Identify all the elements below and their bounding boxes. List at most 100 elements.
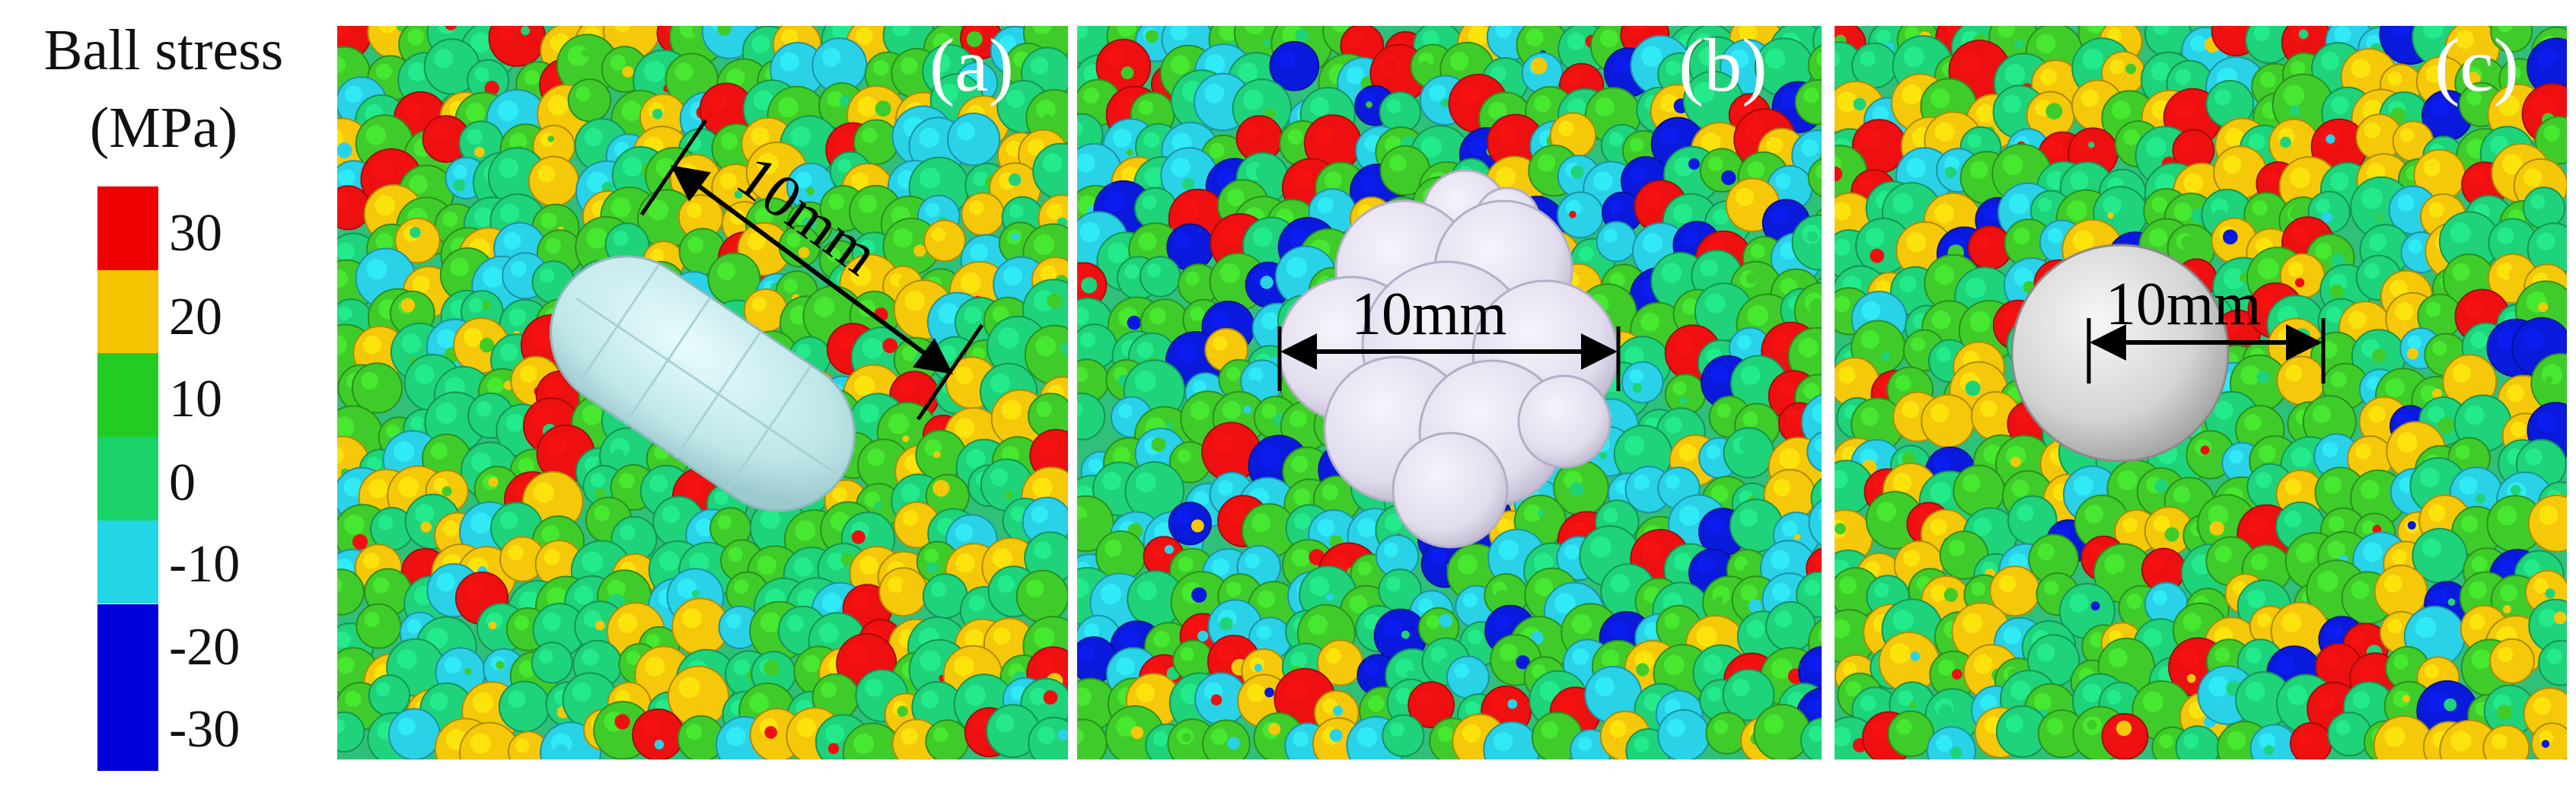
stress-ball-highlight xyxy=(717,262,736,281)
stress-ball-highlight xyxy=(1739,508,1758,527)
stress-ball-highlight xyxy=(851,593,869,610)
stress-ball-highlight xyxy=(1608,621,1628,640)
stress-ball-highlight xyxy=(1860,695,1876,712)
stress-ball-highlight xyxy=(614,26,633,33)
stress-ball-highlight xyxy=(996,714,1015,733)
stress-ball-highlight xyxy=(1775,174,1791,189)
stress-ball-highlight xyxy=(2351,631,2367,648)
contact-spot xyxy=(2541,740,2550,748)
stress-ball-highlight xyxy=(1357,517,1377,538)
stress-ball-highlight xyxy=(1590,537,1612,558)
contact-spot xyxy=(496,661,505,670)
stress-ball-highlight xyxy=(2471,556,2488,573)
colorbar-tick-label: 20 xyxy=(169,288,222,346)
stress-ball-highlight xyxy=(2112,100,2131,119)
stress-ball-highlight xyxy=(1395,687,1413,705)
stress-ball-highlight xyxy=(796,718,817,737)
stress-ball-highlight xyxy=(1745,119,1767,142)
stress-ball-highlight xyxy=(547,435,568,456)
stress-ball-highlight xyxy=(378,514,394,530)
stress-ball-highlight xyxy=(546,587,568,609)
stress-ball-highlight xyxy=(434,49,454,68)
stress-ball-highlight xyxy=(2396,431,2418,453)
stress-ball-highlight xyxy=(2408,239,2423,254)
stress-ball-highlight xyxy=(1571,648,1589,665)
contact-spot xyxy=(1870,248,1885,263)
stress-ball-highlight xyxy=(2146,136,2166,158)
contact-spot xyxy=(1264,687,1274,698)
stress-ball-highlight xyxy=(1930,584,1947,602)
stress-ball-highlight xyxy=(509,308,527,326)
stress-ball-highlight xyxy=(366,457,381,472)
stress-ball-highlight xyxy=(1426,615,1440,629)
stress-ball-highlight xyxy=(2013,228,2030,245)
stress-ball-highlight xyxy=(1462,593,1478,608)
contact-spot xyxy=(630,26,642,35)
stress-ball-highlight xyxy=(1666,60,1681,76)
stress-ball xyxy=(2276,355,2326,406)
stress-ball-highlight xyxy=(2151,196,2168,213)
stress-ball-highlight xyxy=(1422,30,1439,48)
stress-ball-highlight xyxy=(1747,304,1769,326)
stress-ball-highlight xyxy=(821,47,841,67)
contact-spot xyxy=(1121,66,1134,80)
stress-ball-highlight xyxy=(1153,631,1170,648)
stress-ball-highlight xyxy=(1571,613,1592,635)
stress-ball-highlight xyxy=(939,83,958,102)
stress-ball-highlight xyxy=(1291,455,1309,473)
stress-ball-highlight xyxy=(2122,517,2138,533)
stress-ball-highlight xyxy=(1495,167,1516,187)
stress-ball-highlight xyxy=(1938,659,1955,677)
stress-ball-highlight xyxy=(2506,384,2524,403)
stress-ball-highlight xyxy=(1193,491,1209,507)
stress-ball-highlight xyxy=(1634,737,1650,753)
stress-ball-highlight xyxy=(641,718,660,737)
stress-ball-highlight xyxy=(1309,576,1330,597)
stress-ball-highlight xyxy=(617,613,638,633)
stress-ball-highlight xyxy=(1346,66,1365,84)
stress-ball-highlight xyxy=(2383,575,2402,594)
stress-ball-highlight xyxy=(1897,689,1914,706)
stress-ball-highlight xyxy=(2432,589,2448,605)
stress-ball xyxy=(531,642,573,684)
stress-ball-highlight xyxy=(1814,438,1822,453)
contact-spot xyxy=(933,451,941,458)
contact-spot xyxy=(1679,396,1688,405)
stress-ball-highlight xyxy=(1959,51,1981,73)
stress-ball-highlight xyxy=(1047,203,1063,220)
stress-ball-highlight xyxy=(2214,400,2233,420)
stress-ball-highlight xyxy=(410,416,425,431)
contact-spot xyxy=(1165,422,1173,429)
stress-ball-highlight xyxy=(1116,657,1135,676)
stress-ball-highlight xyxy=(1835,202,1851,221)
stress-ball-highlight xyxy=(2331,96,2349,115)
stress-ball-highlight xyxy=(1153,731,1168,747)
stress-ball-highlight xyxy=(686,724,703,740)
stress-ball-highlight xyxy=(406,619,422,634)
stress-ball-highlight xyxy=(1541,721,1559,739)
contact-spot xyxy=(1909,701,1916,708)
contact-spot xyxy=(582,49,590,57)
contact-spot xyxy=(1401,630,1410,639)
stress-ball-highlight xyxy=(1488,101,1507,120)
contact-spot xyxy=(2402,695,2410,702)
contact-spot xyxy=(482,301,491,310)
stress-ball-highlight xyxy=(1934,203,1955,224)
contact-spot xyxy=(2186,673,2196,683)
stress-ball-highlight xyxy=(1640,312,1660,332)
stress-ball-highlight xyxy=(1226,581,1242,597)
contact-spot xyxy=(1260,275,1274,289)
stress-ball-highlight xyxy=(1137,581,1157,600)
stress-ball-highlight xyxy=(757,556,776,575)
contact-spot xyxy=(521,26,530,36)
stress-ball-highlight xyxy=(1613,56,1631,74)
contact-spot xyxy=(2502,605,2511,613)
stress-ball-highlight xyxy=(2533,697,2552,715)
stress-ball-highlight xyxy=(2358,661,2377,680)
stress-ball-highlight xyxy=(1630,138,1644,152)
contact-spot xyxy=(2228,556,2240,568)
stress-ball-highlight xyxy=(1710,365,1730,384)
stress-ball-highlight xyxy=(582,404,603,425)
stress-ball-highlight xyxy=(2387,72,2402,86)
stress-ball-highlight xyxy=(1770,550,1790,570)
